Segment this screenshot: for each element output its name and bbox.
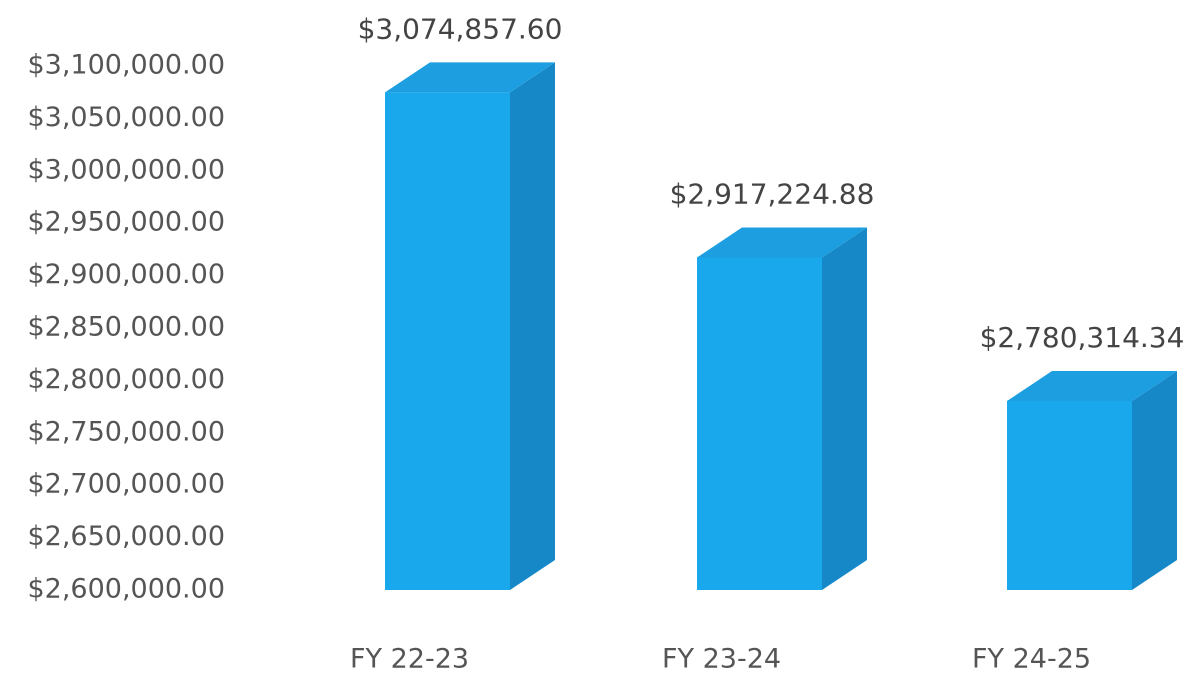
bar-front [697,257,822,590]
bar-side [822,227,867,590]
y-tick-label: $2,750,000.00 [27,416,225,447]
bar-top [1007,371,1177,402]
y-tick-label: $2,650,000.00 [27,521,225,552]
data-label: $3,074,857.60 [358,12,563,45]
data-label: $2,917,224.88 [670,178,875,211]
bar-side [510,62,555,590]
bar-front [385,92,510,590]
y-tick-label: $2,950,000.00 [27,207,225,238]
y-tick-label: $2,600,000.00 [27,574,225,605]
y-tick-label: $2,800,000.00 [27,364,225,395]
x-tick-label: FY 22-23 [350,644,469,675]
x-tick-label: FY 23-24 [662,644,781,675]
bar [697,227,867,590]
y-tick-label: $3,050,000.00 [27,102,225,133]
y-tick-label: $2,900,000.00 [27,259,225,290]
bar-side [1132,371,1177,590]
bar-front [1007,401,1132,590]
bar [385,62,555,590]
bar-top [697,227,867,258]
y-tick-label: $2,700,000.00 [27,469,225,500]
bar [1007,371,1177,590]
y-tick-label: $2,850,000.00 [27,312,225,343]
bar-top [385,62,555,93]
y-tick-label: $3,100,000.00 [27,50,225,81]
y-tick-label: $3,000,000.00 [27,154,225,185]
x-tick-label: FY 24-25 [972,644,1091,675]
data-label: $2,780,314.34 [980,321,1185,354]
